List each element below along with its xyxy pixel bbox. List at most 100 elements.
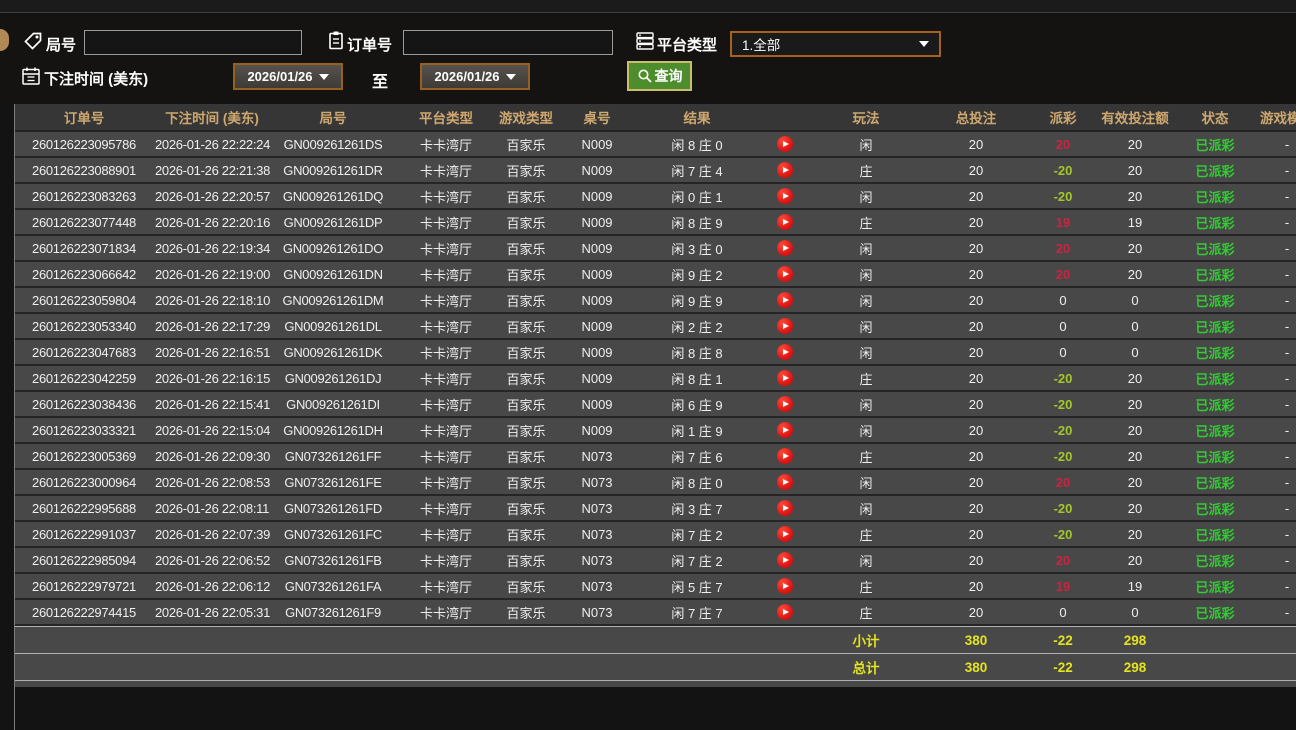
cell-game-type: 百家乐 [497,158,555,184]
play-video-icon[interactable] [777,604,793,621]
query-button-label: 查询 [654,68,683,84]
cell-order-no: 260126223088901 [15,158,153,184]
cell-result: 闲 8 庄 1 [639,366,755,392]
cell-platform: 卡卡湾厅 [395,366,497,392]
cell-payout: -20 [1035,522,1091,548]
chevron-down-icon [919,41,929,47]
play-video-icon[interactable] [777,526,793,543]
play-video-icon[interactable] [777,370,793,387]
cell-play: 庄 [815,366,917,392]
play-video-icon[interactable] [777,396,793,413]
cell-payout: -20 [1035,366,1091,392]
cell-bet-time: 2026-01-26 22:19:00 [153,262,271,288]
cell-result: 闲 9 庄 2 [639,262,755,288]
cell-game-no: GN009261261DS [271,132,395,158]
cell-result: 闲 8 庄 8 [639,340,755,366]
cell-order-no: 260126223077448 [15,210,153,236]
cell-order-no: 260126223038436 [15,392,153,418]
date-to-picker[interactable]: 2026/01/26 [420,63,530,90]
cell-bet-time: 2026-01-26 22:22:24 [153,132,271,158]
cell-platform: 卡卡湾厅 [395,418,497,444]
cell-play: 闲 [815,236,917,262]
cell-video [755,548,815,574]
cell-status: 已派彩 [1179,548,1251,574]
play-video-icon[interactable] [777,318,793,335]
table-row: 260126223047683 2026-01-26 22:16:51 GN00… [15,340,1296,366]
cell-play: 闲 [815,314,917,340]
cell-status: 已派彩 [1179,158,1251,184]
date-from-picker[interactable]: 2026/01/26 [233,63,343,90]
chevron-down-icon [318,73,329,80]
play-video-icon[interactable] [777,552,793,569]
cell-status: 已派彩 [1179,288,1251,314]
cell-valid-bet: 20 [1091,366,1179,392]
play-video-icon[interactable] [777,500,793,517]
cell-order-no: 260126223059804 [15,288,153,314]
top-strip [0,0,1296,13]
table-row: 260126223088901 2026-01-26 22:21:38 GN00… [15,158,1296,184]
cell-table-no: N073 [555,548,639,574]
cell-play: 闲 [815,262,917,288]
play-video-icon[interactable] [777,292,793,309]
cell-play: 闲 [815,470,917,496]
play-video-icon[interactable] [777,344,793,361]
cell-bet-time: 2026-01-26 22:15:04 [153,418,271,444]
game-no-label: 局号 [46,37,77,54]
cell-payout: 0 [1035,600,1091,626]
play-video-icon[interactable] [777,474,793,491]
cell-table-no: N009 [555,288,639,314]
cell-bet-time: 2026-01-26 22:08:53 [153,470,271,496]
cell-game-mode: - [1251,600,1296,626]
col-header-payout: 派彩 [1035,104,1091,132]
play-video-icon[interactable] [777,162,793,179]
play-video-icon[interactable] [777,422,793,439]
cell-platform: 卡卡湾厅 [395,470,497,496]
cell-game-no: GN073261261FF [271,444,395,470]
cell-bet-time: 2026-01-26 22:21:38 [153,158,271,184]
order-no-input[interactable] [403,30,613,55]
cell-status: 已派彩 [1179,470,1251,496]
cell-platform: 卡卡湾厅 [395,574,497,600]
play-video-icon[interactable] [777,266,793,283]
cell-total-bet: 20 [917,132,1035,158]
cell-bet-time: 2026-01-26 22:20:16 [153,210,271,236]
cell-game-no: GN009261261DN [271,262,395,288]
cell-total-bet: 20 [917,418,1035,444]
cell-game-no: GN009261261DM [271,288,395,314]
cell-valid-bet: 20 [1091,548,1179,574]
play-video-icon[interactable] [777,448,793,465]
cell-play: 闲 [815,132,917,158]
cell-play: 闲 [815,340,917,366]
cell-play: 庄 [815,574,917,600]
panel-handle[interactable] [0,29,9,51]
play-video-icon[interactable] [777,214,793,231]
cell-order-no: 260126222974415 [15,600,153,626]
play-video-icon[interactable] [777,136,793,153]
cell-payout: 19 [1035,210,1091,236]
cell-video [755,444,815,470]
cell-status: 已派彩 [1179,444,1251,470]
cell-result: 闲 7 庄 6 [639,444,755,470]
cell-total-bet: 20 [917,548,1035,574]
game-no-input[interactable] [84,30,302,55]
play-video-icon[interactable] [777,578,793,595]
col-header-game-mode: 游戏模式 [1251,104,1296,132]
query-button[interactable]: 查询 [627,61,692,91]
cell-platform: 卡卡湾厅 [395,210,497,236]
cell-table-no: N009 [555,366,639,392]
total-total-bet: 380 [917,653,1035,680]
play-video-icon[interactable] [777,188,793,205]
cell-order-no: 260126223066642 [15,262,153,288]
table-row: 260126222995688 2026-01-26 22:08:11 GN07… [15,496,1296,522]
cell-video [755,314,815,340]
cell-table-no: N009 [555,314,639,340]
cell-status: 已派彩 [1179,184,1251,210]
play-video-icon[interactable] [777,240,793,257]
table-row: 260126223066642 2026-01-26 22:19:00 GN00… [15,262,1296,288]
cell-total-bet: 20 [917,600,1035,626]
col-header-result: 结果 [639,104,755,132]
platform-type-select[interactable]: 1.全部 [730,31,941,57]
cell-game-mode: - [1251,496,1296,522]
cell-video [755,288,815,314]
col-header-total-bet: 总投注 [917,104,1035,132]
